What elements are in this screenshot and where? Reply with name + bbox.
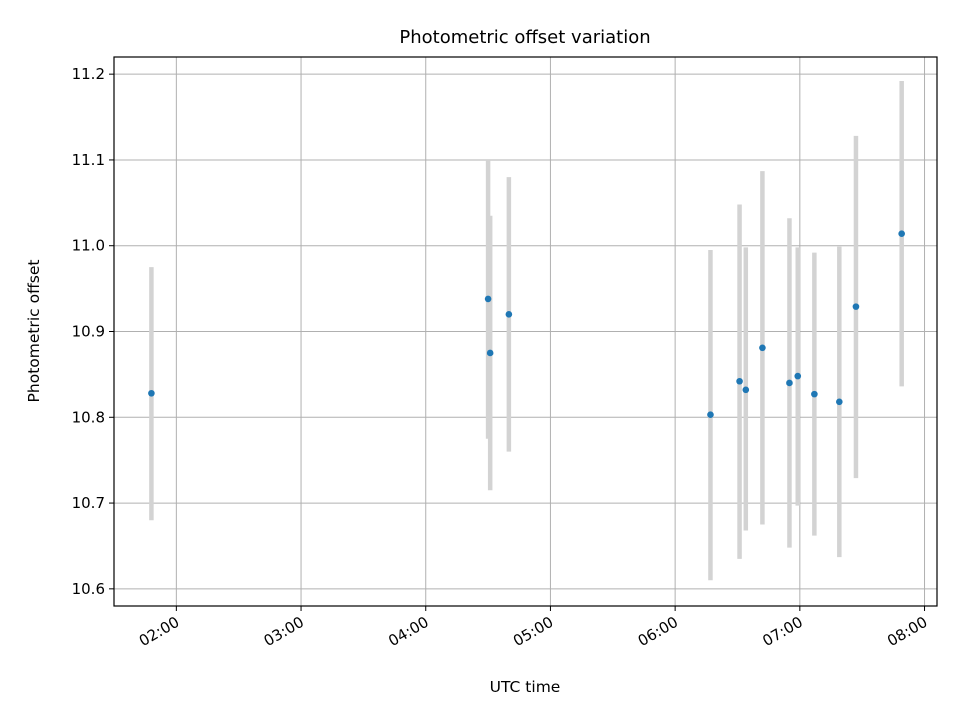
data-point <box>759 344 766 352</box>
data-point <box>794 372 802 380</box>
x-axis-label: UTC time <box>490 678 561 696</box>
data-point <box>786 379 793 387</box>
data-point <box>852 303 860 310</box>
chart-title: Photometric offset variation <box>399 27 650 48</box>
data-point <box>148 389 155 397</box>
y-tick-label: 10.6 <box>72 580 105 598</box>
data-point <box>742 386 750 394</box>
y-tick-label: 11.2 <box>72 65 105 83</box>
data-point <box>898 230 905 238</box>
data-point <box>836 398 843 406</box>
data-points <box>148 230 905 419</box>
data-point <box>811 390 818 398</box>
y-tick-label: 10.7 <box>72 494 105 512</box>
data-point <box>505 311 513 318</box>
data-point <box>736 377 743 385</box>
y-axis-ticks: 10.6 10.7 10.8 10.9 11.0 11.1 11.2 <box>72 65 114 598</box>
data-point <box>707 411 714 419</box>
y-tick-label: 11.0 <box>72 237 105 255</box>
y-tick-label: 10.8 <box>72 408 105 426</box>
data-point <box>484 295 492 303</box>
y-axis-label: Photometric offset <box>25 260 43 403</box>
y-tick-label: 10.9 <box>72 323 105 341</box>
data-point <box>486 349 494 357</box>
y-tick-label: 11.1 <box>72 151 105 169</box>
